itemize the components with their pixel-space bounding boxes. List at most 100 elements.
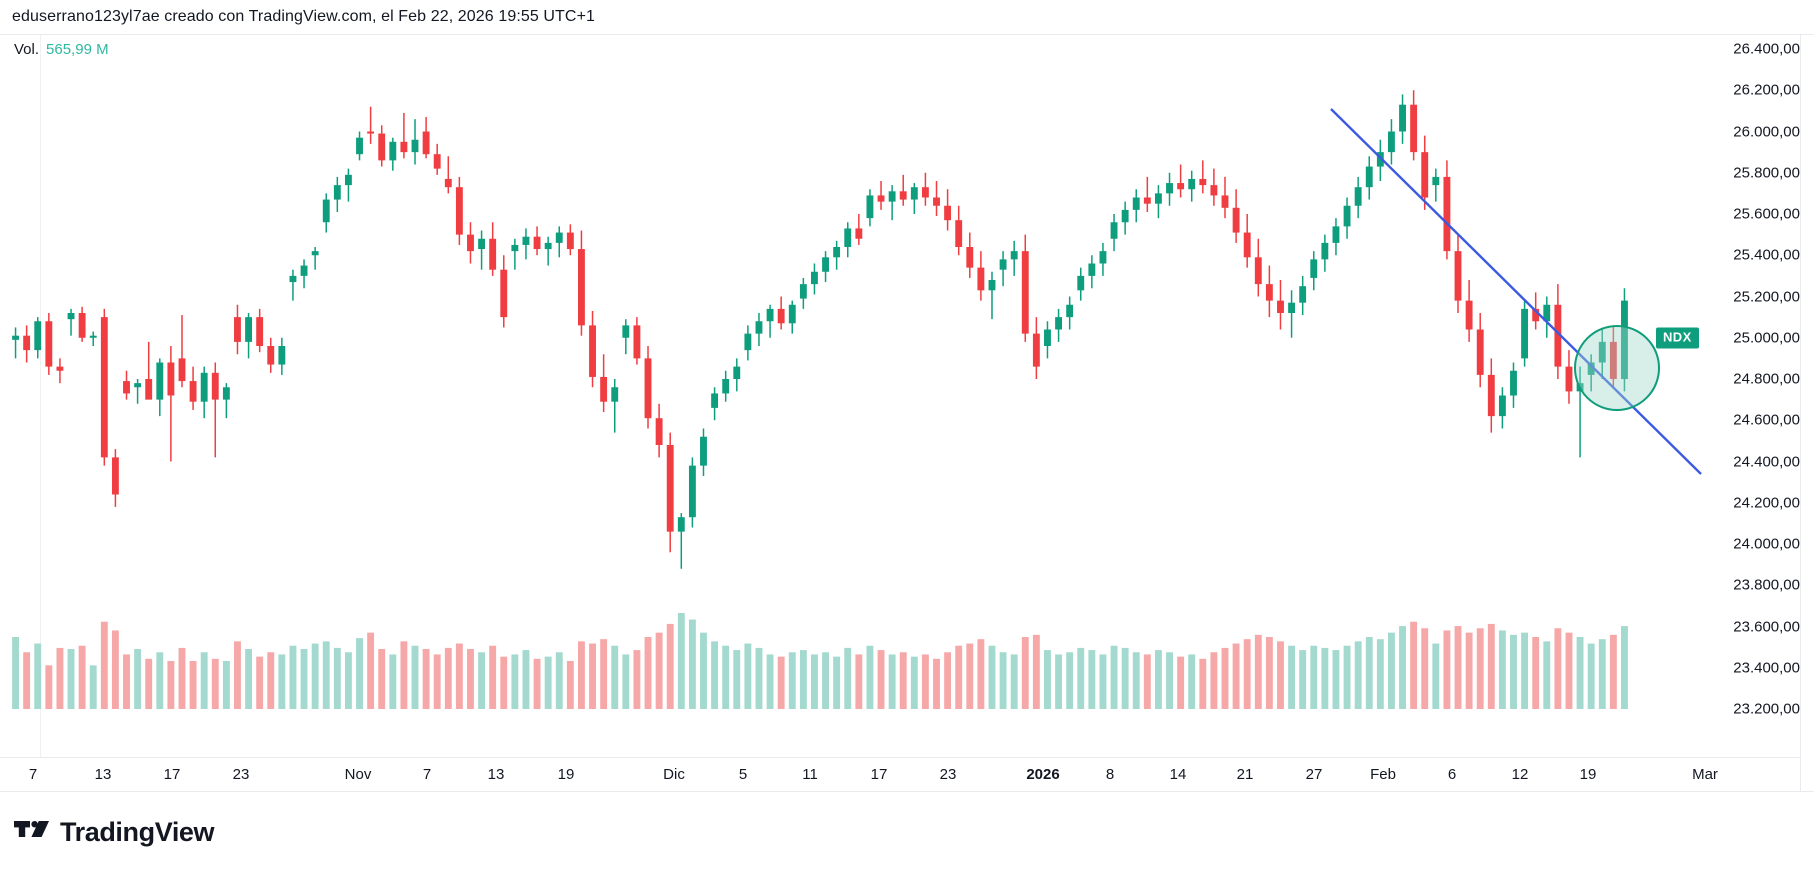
volume-bar — [367, 632, 375, 709]
time-axis-tick: Mar — [1692, 766, 1718, 783]
candle-body — [56, 366, 64, 371]
candlestick-group — [12, 90, 1628, 569]
candle-body — [1254, 257, 1262, 285]
candle-body — [1243, 232, 1251, 258]
volume-bar — [522, 650, 530, 709]
descending-trendline[interactable] — [1330, 108, 1702, 475]
volume-bar — [1310, 645, 1318, 709]
volume-bar — [977, 639, 985, 709]
volume-legend[interactable]: Vol. 565,99 M — [14, 41, 109, 58]
price-axis[interactable]: 26.400,00 26.200,00 26.000,00 25.800,00 25.6… — [1656, 35, 1814, 757]
volume-bar — [1609, 634, 1617, 709]
volume-bar — [1055, 654, 1062, 709]
candle-body — [966, 247, 974, 268]
volume-bar — [356, 638, 363, 709]
volume-bar — [222, 661, 230, 709]
candle-body — [156, 362, 164, 400]
time-axis[interactable]: 7 13 17 23 Nov 7 13 19 Dic 5 11 17 23 2026 8 14 21 27 Feb 6… — [0, 757, 1800, 793]
candle-body — [1609, 341, 1617, 380]
candle-body — [400, 141, 408, 153]
volume-bar — [644, 637, 652, 709]
plot-area[interactable]: Vol. 565,99 M — [0, 35, 1800, 757]
candle-body — [478, 238, 486, 250]
candle-body — [200, 372, 208, 402]
volume-bar — [489, 645, 497, 709]
candle-body — [444, 178, 452, 188]
candle-body — [1465, 300, 1473, 330]
volume-bar — [1210, 652, 1218, 709]
volume-bar — [1143, 654, 1151, 709]
time-axis-tick: 5 — [738, 766, 748, 783]
highlight-ellipse[interactable] — [1574, 325, 1660, 411]
volume-bar — [189, 661, 197, 709]
candle-body — [1399, 104, 1406, 132]
volume-bar — [1066, 652, 1074, 709]
time-axis-tick: 17 — [870, 766, 888, 783]
volume-bar — [1121, 647, 1129, 709]
candle-body — [566, 232, 574, 250]
candle-body — [633, 325, 641, 359]
candle-body — [1554, 304, 1562, 367]
volume-bar — [178, 647, 186, 709]
volume-bar — [56, 647, 64, 709]
volume-bar — [777, 656, 785, 709]
candle-body — [1032, 333, 1040, 367]
candle-body — [522, 236, 530, 245]
volume-bar — [1110, 645, 1118, 709]
volume-bar — [134, 649, 142, 709]
candle-body — [755, 321, 763, 334]
candle-body — [644, 358, 652, 419]
candle-body — [134, 383, 142, 388]
volume-bar — [1288, 645, 1296, 709]
volume-bar — [944, 652, 952, 709]
candle-body — [1110, 222, 1118, 239]
volume-bar — [1443, 630, 1451, 709]
volume-bar — [322, 641, 330, 709]
candle-body — [811, 271, 818, 285]
symbol-price-badge[interactable]: NDX — [1656, 327, 1699, 349]
volume-bar — [256, 656, 264, 709]
volume-bar — [910, 656, 918, 709]
time-axis-tick: 23 — [232, 766, 250, 783]
candle-body — [1121, 209, 1129, 223]
tradingview-logo[interactable]: TradingView — [14, 816, 215, 848]
volume-bar — [888, 654, 896, 709]
volume-bar — [1154, 650, 1162, 709]
candle-body — [977, 267, 985, 291]
candle-body — [389, 141, 397, 161]
price-axis-tick: 23.600,00 — [1733, 618, 1800, 635]
candle-body — [300, 265, 308, 276]
volume-bar — [988, 645, 996, 709]
tradingview-logo-icon — [14, 821, 49, 837]
candle-body — [822, 257, 829, 272]
time-axis-tick: 7 — [28, 766, 38, 783]
volume-bar — [722, 645, 730, 709]
volume-bar — [1554, 628, 1562, 709]
candle-body — [89, 335, 97, 338]
candle-body — [677, 517, 685, 532]
price-axis-tick: 26.200,00 — [1733, 81, 1800, 99]
volume-bar — [1421, 628, 1429, 709]
candle-body — [544, 242, 552, 250]
volume-bar — [389, 654, 397, 709]
volume-bar — [611, 645, 619, 709]
volume-bar — [1532, 637, 1540, 709]
candle-body — [256, 317, 264, 347]
chart-canvas[interactable] — [0, 35, 1800, 757]
volume-bar — [123, 654, 130, 709]
volume-bar — [1587, 643, 1595, 709]
volume-bar — [1454, 626, 1462, 709]
candle-body — [933, 197, 940, 206]
tradingview-wordmark: TradingView — [60, 816, 215, 847]
volume-bar — [1521, 632, 1529, 709]
volume-bar — [467, 649, 474, 709]
volume-bar — [1321, 647, 1329, 709]
volume-bar — [544, 656, 552, 709]
volume-bar — [1232, 643, 1240, 709]
time-axis-tick: 8 — [1105, 766, 1115, 783]
volume-bar — [1032, 634, 1040, 709]
candle-body — [999, 259, 1007, 270]
volume-bar — [311, 643, 319, 709]
chart-frame: Vol. 565,99 M 26.400,00 26.200,00 26.000,0… — [0, 34, 1814, 793]
candle-body — [500, 269, 508, 318]
